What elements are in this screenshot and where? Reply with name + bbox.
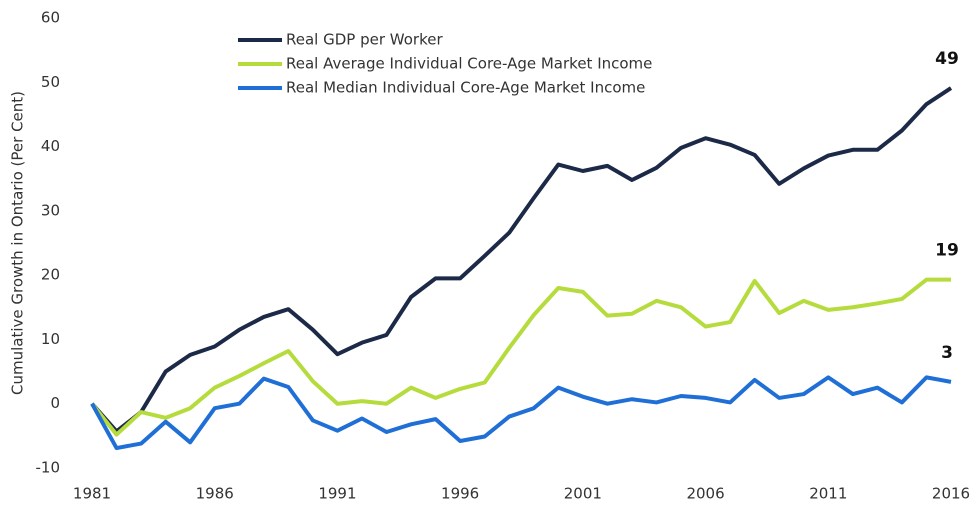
y-tick-label: 10	[41, 330, 60, 348]
legend-label: Real Median Individual Core-Age Market I…	[286, 79, 645, 97]
y-tick-label: 30	[41, 201, 60, 219]
y-tick-label: 40	[41, 137, 60, 155]
y-tick-label: 50	[41, 73, 60, 91]
y-tick-label: 0	[50, 394, 60, 412]
series-line	[90, 86, 953, 434]
x-tick-label: 1986	[196, 485, 234, 503]
legend-label: Real GDP per Worker	[286, 31, 443, 49]
x-tick-label: 1996	[441, 485, 479, 503]
x-tick-label: 2001	[564, 485, 602, 503]
series-line	[90, 375, 952, 451]
x-tick-label: 1981	[73, 485, 111, 503]
y-tick-label: -10	[36, 459, 61, 477]
end-label: 3	[941, 343, 953, 363]
end-label: 19	[935, 241, 959, 261]
x-tick-label: 1991	[318, 485, 356, 503]
y-axis-label: Cumulative Growth in Ontario (Per Cent)	[9, 91, 27, 395]
y-tick-label: 20	[41, 266, 60, 284]
x-tick-label: 2006	[686, 485, 724, 503]
legend-label: Real Average Individual Core-Age Market …	[286, 55, 652, 73]
series-line	[90, 277, 951, 437]
x-tick-label: 2011	[809, 485, 847, 503]
x-tick-label: 2016	[932, 485, 970, 503]
y-tick-label: 60	[41, 9, 60, 27]
end-label: 49	[935, 49, 959, 69]
